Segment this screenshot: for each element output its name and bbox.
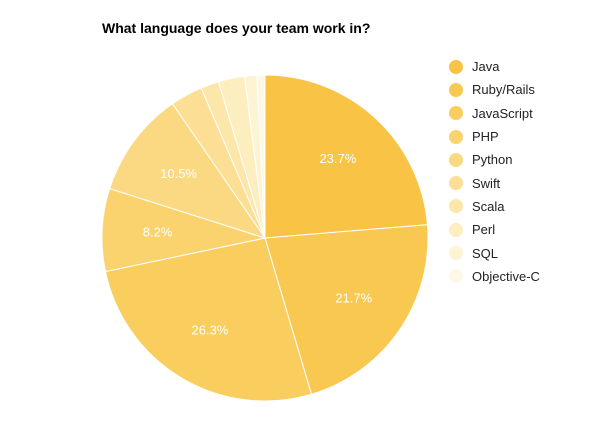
legend-item-php[interactable]: PHP (449, 125, 540, 148)
legend-swatch (449, 246, 463, 261)
slice-label-php: 8.2% (143, 225, 173, 240)
slice-label-python: 10.5% (160, 166, 197, 181)
legend-item-python[interactable]: Python (449, 148, 540, 171)
legend-item-java[interactable]: Java (449, 55, 540, 78)
legend-label: Ruby/Rails (472, 82, 535, 98)
pie-slice-objective-c (256, 74, 266, 239)
legend-item-swift[interactable]: Swift (449, 171, 540, 194)
legend-swatch (449, 176, 463, 191)
chart-title: What language does your team work in? (102, 20, 371, 36)
slice-label-javascript: 26.3% (192, 322, 229, 337)
legend-swatch (449, 152, 463, 167)
legend-item-sql[interactable]: SQL (449, 241, 540, 264)
legend: Java Ruby/Rails JavaScript PHP Python Swift Sc… (449, 55, 540, 288)
legend-swatch (449, 106, 463, 121)
legend-swatch (449, 59, 463, 74)
legend-label: SQL (472, 245, 499, 261)
legend-swatch (449, 269, 463, 284)
slice-label-java: 23.7% (319, 151, 356, 166)
legend-swatch (449, 82, 463, 97)
legend-label: JavaScript (472, 105, 533, 121)
legend-item-objective-c[interactable]: Objective-C (449, 265, 540, 288)
legend-swatch (449, 222, 463, 237)
pie-slice-java (264, 74, 428, 239)
legend-item-scala[interactable]: Scala (449, 195, 540, 218)
legend-swatch (449, 129, 463, 144)
legend-swatch (449, 199, 463, 214)
legend-label: Perl (472, 222, 496, 238)
legend-label: PHP (472, 129, 499, 145)
legend-label: Swift (472, 175, 501, 191)
legend-item-javascript[interactable]: JavaScript (449, 102, 540, 125)
legend-label: Scala (472, 198, 505, 214)
slice-label-ruby-rails: 21.7% (335, 291, 372, 306)
legend-label: Java (472, 59, 500, 75)
legend-item-perl[interactable]: Perl (449, 218, 540, 241)
legend-item-ruby-rails[interactable]: Ruby/Rails (449, 78, 540, 101)
legend-label: Objective-C (472, 268, 540, 284)
pie-slice-javascript (104, 237, 313, 402)
pie-slice-ruby-rails (264, 224, 429, 395)
pie-slice-python (109, 103, 267, 239)
legend-label: Python (472, 152, 513, 168)
